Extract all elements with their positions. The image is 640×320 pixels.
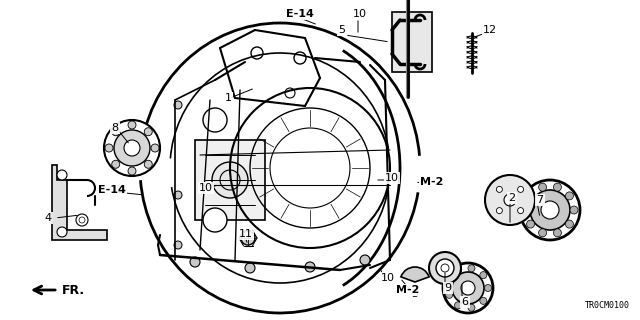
Text: 9: 9: [444, 283, 452, 293]
Text: 10: 10: [385, 173, 399, 183]
Circle shape: [128, 167, 136, 175]
Text: 6: 6: [461, 297, 468, 307]
Circle shape: [554, 229, 561, 237]
Circle shape: [565, 192, 573, 200]
Circle shape: [360, 255, 370, 265]
Circle shape: [443, 263, 493, 313]
Circle shape: [461, 281, 475, 295]
Circle shape: [527, 192, 534, 200]
Circle shape: [174, 241, 182, 249]
Wedge shape: [401, 267, 429, 282]
Circle shape: [203, 108, 227, 132]
Circle shape: [203, 208, 227, 232]
Circle shape: [112, 128, 120, 136]
Circle shape: [504, 194, 516, 206]
Circle shape: [114, 130, 150, 166]
Circle shape: [445, 278, 452, 285]
Circle shape: [468, 304, 475, 311]
Circle shape: [144, 128, 152, 136]
Circle shape: [570, 206, 578, 214]
Text: E-14: E-14: [98, 185, 126, 195]
Text: 10: 10: [199, 183, 213, 193]
Circle shape: [484, 284, 492, 292]
Text: 10: 10: [353, 9, 367, 19]
Bar: [195, 140, 265, 220]
Circle shape: [454, 267, 461, 274]
Circle shape: [190, 257, 200, 267]
Text: 7: 7: [536, 195, 543, 205]
Circle shape: [452, 272, 484, 304]
Circle shape: [174, 101, 182, 109]
Circle shape: [539, 229, 547, 237]
Circle shape: [245, 263, 255, 273]
Circle shape: [305, 262, 315, 272]
Text: 12: 12: [483, 25, 497, 35]
Circle shape: [539, 183, 547, 191]
Circle shape: [124, 140, 140, 156]
Circle shape: [522, 206, 530, 214]
Text: 1: 1: [225, 93, 232, 103]
Circle shape: [57, 170, 67, 180]
Text: 4: 4: [44, 213, 52, 223]
Circle shape: [497, 186, 502, 192]
Circle shape: [468, 265, 475, 272]
Text: 10: 10: [381, 273, 395, 283]
Text: 3: 3: [412, 289, 419, 299]
Text: E-14: E-14: [286, 9, 314, 19]
Text: 5: 5: [339, 25, 346, 35]
Text: 8: 8: [111, 123, 118, 133]
Text: M-2: M-2: [420, 177, 444, 187]
Circle shape: [212, 162, 248, 198]
Circle shape: [174, 191, 182, 199]
Text: 2: 2: [508, 193, 516, 203]
Circle shape: [480, 297, 487, 304]
Circle shape: [76, 214, 88, 226]
Circle shape: [112, 160, 120, 168]
Polygon shape: [52, 165, 107, 240]
Circle shape: [104, 120, 160, 176]
Circle shape: [105, 144, 113, 152]
Circle shape: [485, 175, 535, 225]
Circle shape: [480, 272, 487, 279]
Circle shape: [454, 302, 461, 309]
Text: 11: 11: [239, 229, 253, 239]
Circle shape: [520, 180, 580, 240]
Circle shape: [144, 160, 152, 168]
Circle shape: [57, 227, 67, 237]
Circle shape: [241, 231, 255, 245]
Circle shape: [565, 220, 573, 228]
Text: FR.: FR.: [62, 284, 85, 297]
Circle shape: [518, 186, 524, 192]
Circle shape: [518, 208, 524, 214]
Circle shape: [436, 259, 454, 277]
Circle shape: [541, 201, 559, 219]
Circle shape: [530, 190, 570, 230]
Text: M-2: M-2: [396, 285, 420, 295]
Circle shape: [554, 183, 561, 191]
Circle shape: [128, 121, 136, 129]
Bar: [392, 12, 432, 72]
Circle shape: [151, 144, 159, 152]
Text: TR0CM0100: TR0CM0100: [585, 301, 630, 310]
Circle shape: [429, 252, 461, 284]
Circle shape: [445, 291, 452, 298]
Circle shape: [497, 208, 502, 214]
Circle shape: [527, 220, 534, 228]
